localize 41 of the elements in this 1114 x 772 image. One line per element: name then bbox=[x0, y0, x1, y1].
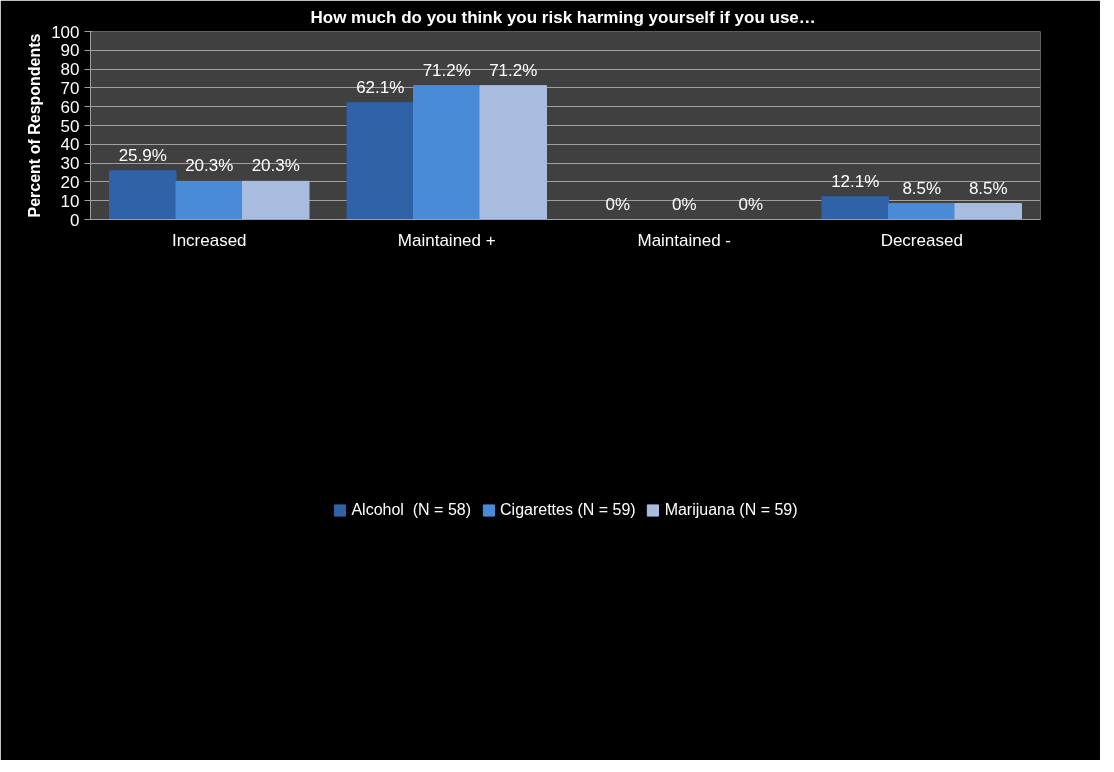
bar bbox=[821, 196, 889, 220]
data-label: 0% bbox=[605, 194, 631, 214]
bar bbox=[888, 203, 956, 220]
y-tick-label: 60 bbox=[60, 97, 80, 117]
data-label: 8.5% bbox=[968, 178, 1008, 198]
chart-title: How much do you think you risk harming yourself if you use… bbox=[310, 7, 816, 27]
data-label: 20.3% bbox=[251, 156, 300, 176]
bar bbox=[242, 180, 310, 220]
bar bbox=[346, 102, 414, 220]
y-tick-label: 40 bbox=[60, 135, 80, 155]
y-tick-label: 90 bbox=[60, 41, 80, 61]
y-axis-title: Percent of Respondents bbox=[26, 33, 44, 218]
data-label: 8.5% bbox=[902, 178, 942, 198]
bar bbox=[479, 85, 547, 220]
data-label: 12.1% bbox=[831, 171, 880, 191]
data-label: 0% bbox=[671, 194, 697, 214]
y-tick-label: 0 bbox=[70, 210, 80, 230]
y-tick-label: 10 bbox=[60, 191, 80, 211]
y-tick-label: 70 bbox=[60, 78, 80, 98]
y-tick-label: 20 bbox=[60, 172, 80, 192]
bar bbox=[954, 203, 1022, 220]
legend-label: Marijuana (N = 59) bbox=[664, 501, 798, 519]
y-tick-label: 50 bbox=[60, 116, 80, 136]
data-label: 20.3% bbox=[185, 156, 234, 176]
y-tick-label: 30 bbox=[60, 154, 80, 174]
x-tick-label: Maintained + bbox=[397, 230, 496, 250]
y-tick-label: 80 bbox=[60, 60, 80, 80]
bar bbox=[413, 85, 481, 220]
legend-label: Cigarettes (N = 59) bbox=[500, 501, 636, 519]
data-label: 71.2% bbox=[489, 60, 538, 80]
data-label: 25.9% bbox=[118, 145, 167, 165]
x-tick-label: Increased bbox=[171, 230, 247, 250]
x-tick-label: Maintained - bbox=[637, 230, 732, 250]
bar bbox=[109, 170, 177, 220]
legend-label: Alcohol (N = 58) bbox=[351, 501, 472, 519]
y-tick-label: 100 bbox=[51, 22, 80, 42]
data-label: 0% bbox=[738, 194, 764, 214]
data-label: 71.2% bbox=[422, 60, 471, 80]
bar bbox=[175, 180, 243, 220]
data-label: 62.1% bbox=[356, 77, 405, 97]
x-tick-label: Decreased bbox=[880, 230, 963, 250]
